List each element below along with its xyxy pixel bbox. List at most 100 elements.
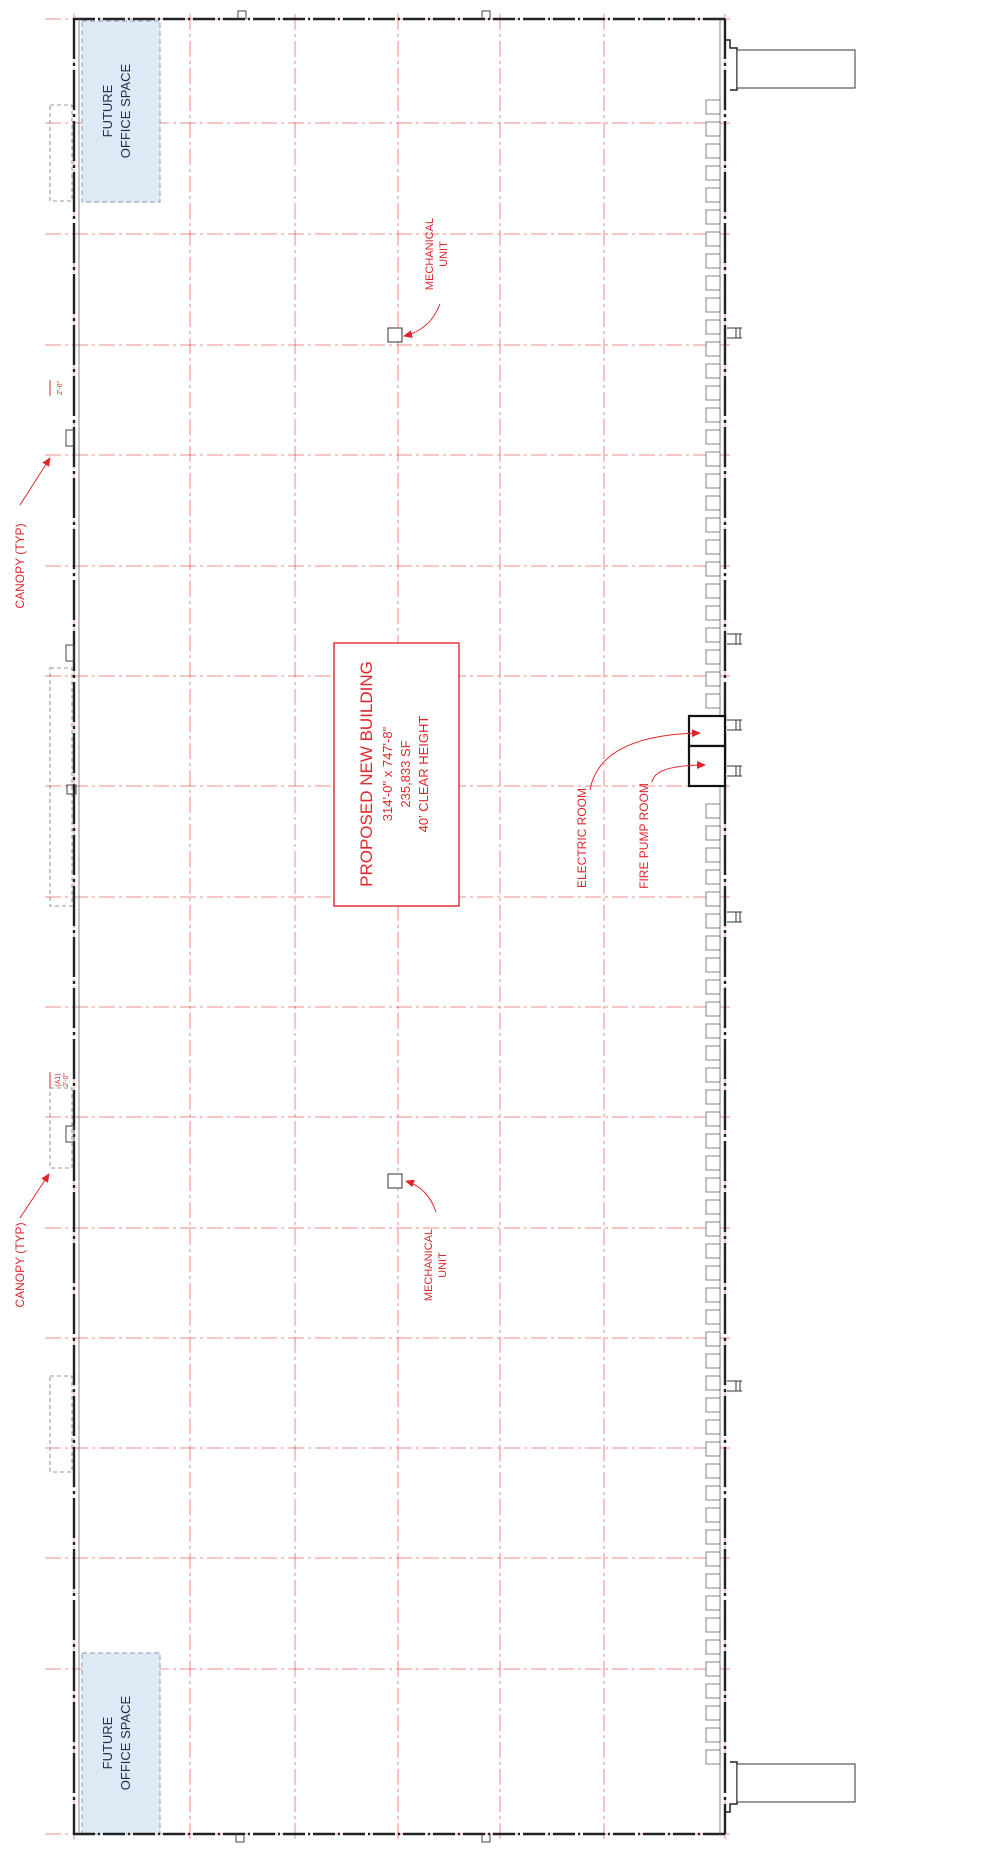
building-clear-height: 40' CLEAR HEIGHT <box>416 716 431 833</box>
mechanical-unit-top <box>387 327 403 343</box>
dock-door <box>705 275 721 291</box>
dock-door <box>705 1001 721 1017</box>
canopy-outline <box>49 1087 73 1169</box>
ramp-bottom <box>736 1763 856 1803</box>
dock-door <box>705 1243 721 1259</box>
annotations: MECHANICAL UNIT MECHANICAL UNIT CANOPY (… <box>13 218 706 1308</box>
dock-door <box>705 1639 721 1655</box>
ramp-top <box>736 49 856 89</box>
column-grid <box>45 14 730 1840</box>
left-wall-details <box>49 104 77 1473</box>
dock-door <box>705 1221 721 1237</box>
dock-door <box>705 1507 721 1523</box>
dock-door <box>705 935 721 951</box>
dock-door <box>705 1463 721 1479</box>
dock-door <box>705 495 721 511</box>
dock-door <box>705 231 721 247</box>
dock-door <box>705 1023 721 1039</box>
canopy-outline <box>49 667 73 907</box>
future-office-space-top: FUTURE OFFICE SPACE <box>81 20 161 203</box>
dock-door <box>705 473 721 489</box>
dock-stair <box>727 633 742 645</box>
dock-door <box>705 1705 721 1721</box>
dock-door <box>705 671 721 687</box>
dock-door <box>705 1331 721 1347</box>
mechanical-label-top-line1: MECHANICAL <box>424 218 436 290</box>
dock-door <box>705 605 721 621</box>
mechanical-label-bottom-line1: MECHANICAL <box>423 1229 435 1301</box>
dock-door <box>705 121 721 137</box>
building-title-block: PROPOSED NEW BUILDING 314'-0" x 747'-8" … <box>333 642 460 907</box>
dock-door <box>705 1661 721 1677</box>
mechanical-unit-bottom <box>387 1173 403 1189</box>
future-office-space-bottom: FUTURE OFFICE SPACE <box>81 1652 161 1835</box>
canopy-leader-bottom <box>19 1173 50 1219</box>
dock-door <box>705 297 721 313</box>
canopy-outline <box>49 1375 73 1473</box>
office-area <box>81 20 161 203</box>
dock-stair <box>727 1380 742 1392</box>
dock-door <box>705 847 721 863</box>
dimension-label-bottom: 2'-0" <box>63 1073 70 1087</box>
dock-door <box>705 869 721 885</box>
dock-door <box>705 1397 721 1413</box>
dock-door <box>705 1177 721 1193</box>
mechanical-units <box>387 327 403 1189</box>
dock-door <box>705 1683 721 1699</box>
dock-stair <box>727 911 742 923</box>
dock-door <box>705 1265 721 1281</box>
mechanical-leader-top <box>403 303 441 339</box>
dock-door <box>705 693 721 709</box>
dock-door <box>705 165 721 181</box>
dock-door <box>705 957 721 973</box>
dock-door <box>705 1353 721 1369</box>
dock-door <box>705 583 721 599</box>
dock-door <box>705 803 721 819</box>
office-label-line2: OFFICE SPACE <box>118 63 133 158</box>
wall-jog <box>65 429 75 447</box>
dock-door <box>705 517 721 533</box>
dock-door <box>705 143 721 159</box>
roof-notch <box>237 10 247 19</box>
dock-door <box>705 1551 721 1567</box>
dock-door <box>705 363 721 379</box>
office-label-line1: FUTURE <box>100 1716 115 1769</box>
mechanical-label-bottom-line2: UNIT <box>437 1252 449 1278</box>
corner-jog <box>725 1761 738 1813</box>
corner-jog <box>725 39 738 91</box>
dock-door <box>705 1749 721 1765</box>
canopy-leader-top <box>19 457 51 506</box>
electric-room-label: ELECTRIC ROOM <box>575 788 589 888</box>
dock-door <box>705 1045 721 1061</box>
dock-door <box>705 429 721 445</box>
office-label-line1: FUTURE <box>100 84 115 137</box>
dock-door <box>705 1375 721 1391</box>
dock-door <box>705 1133 721 1149</box>
dock-door <box>705 1573 721 1589</box>
electric-room <box>687 714 727 748</box>
dock-door <box>705 1309 721 1325</box>
dock-door <box>705 385 721 401</box>
electric-room-leader <box>589 729 701 791</box>
dock-stair <box>727 327 742 339</box>
dimension-label-top: 2'-0" <box>57 381 64 395</box>
dock-door <box>705 187 721 203</box>
dock-door <box>705 1155 721 1171</box>
electric-fire-pump-rooms <box>687 714 727 788</box>
mechanical-label-top-line2: UNIT <box>438 241 450 267</box>
loading-dock-doors <box>705 99 742 1765</box>
dock-door <box>705 891 721 907</box>
canopy-outline <box>49 104 73 202</box>
dock-door <box>705 1419 721 1435</box>
roof-notch <box>235 1834 245 1843</box>
office-label-line2: OFFICE SPACE <box>118 1695 133 1790</box>
dock-door <box>705 979 721 995</box>
dock-door <box>705 1441 721 1457</box>
dock-door <box>705 1089 721 1105</box>
dock-door <box>705 1529 721 1545</box>
mechanical-leader-bottom <box>405 1179 437 1213</box>
dock-door <box>705 1067 721 1083</box>
dock-door <box>705 627 721 643</box>
fire-pump-room-leader <box>651 761 706 783</box>
dock-door <box>705 253 721 269</box>
